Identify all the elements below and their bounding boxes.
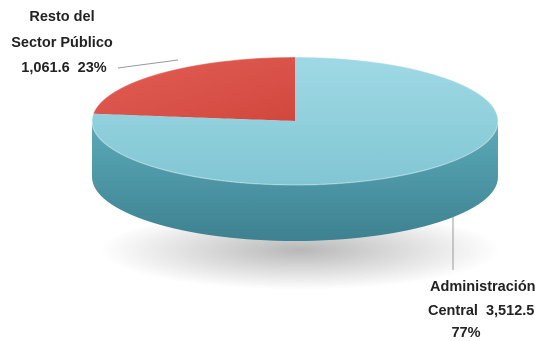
label-admin-value: 3,512.5 bbox=[486, 303, 534, 319]
label-admin-line1: Administración bbox=[430, 279, 536, 295]
data-label-administracion: Administración Central 3,512.5 77% bbox=[428, 279, 540, 341]
label-resto-percent: 23% bbox=[78, 60, 107, 76]
leader-line-resto bbox=[118, 60, 178, 68]
label-admin-percent: 77% bbox=[451, 325, 480, 341]
label-resto-value: 1,061.6 bbox=[21, 60, 69, 76]
label-resto-line2: Sector Público bbox=[11, 35, 113, 51]
label-resto-values: 1,061.6 23% bbox=[21, 60, 107, 76]
label-resto-line1: Resto del bbox=[29, 9, 94, 25]
label-admin-line2: Central 3,512.5 bbox=[428, 303, 534, 319]
pie-slice-resto-del-sector-publico bbox=[93, 57, 295, 121]
data-label-resto: Resto del Sector Público 1,061.6 23% bbox=[11, 9, 117, 76]
label-admin-name: Central bbox=[428, 303, 478, 319]
